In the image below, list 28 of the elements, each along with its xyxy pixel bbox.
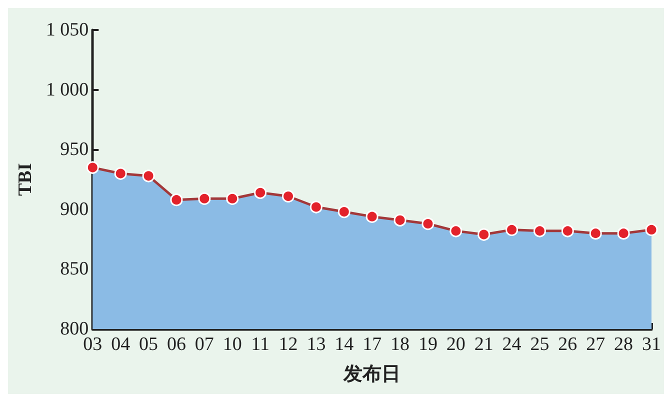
- x-tick-label: 20: [446, 334, 466, 355]
- x-tick-label: 04: [111, 334, 131, 355]
- x-tick-label: 19: [418, 334, 438, 355]
- x-tick-label: 25: [530, 334, 550, 355]
- y-axis-title: TBI: [15, 163, 36, 196]
- y-tick-label: 1 000: [46, 79, 89, 100]
- y-tick-label: 1 050: [46, 20, 89, 40]
- x-tick-label: 14: [334, 334, 354, 355]
- x-tick-label: 31: [642, 334, 661, 355]
- y-tick-label: 950: [60, 139, 89, 160]
- y-tick-label: 900: [60, 198, 89, 220]
- x-tick-label: 24: [502, 334, 522, 355]
- x-tick-label: 05: [139, 334, 158, 355]
- x-tick-label: 17: [362, 334, 382, 355]
- x-tick-label: 12: [278, 334, 298, 355]
- x-tick-label: 07: [194, 334, 214, 355]
- x-tick-label: 26: [558, 334, 578, 355]
- x-tick-label: 21: [474, 334, 494, 355]
- x-tick-label: 10: [222, 334, 242, 355]
- x-tick-label: 28: [614, 334, 634, 355]
- x-tick-label: 06: [166, 334, 186, 355]
- x-axis-title: 发布日: [342, 364, 401, 385]
- x-tick-label: 13: [306, 334, 326, 355]
- x-tick-label: 11: [251, 334, 270, 355]
- y-tick-label: 850: [60, 258, 89, 280]
- x-tick-label: 27: [586, 334, 606, 355]
- x-tick-label: 18: [390, 334, 410, 355]
- x-tick-label: 03: [83, 334, 102, 355]
